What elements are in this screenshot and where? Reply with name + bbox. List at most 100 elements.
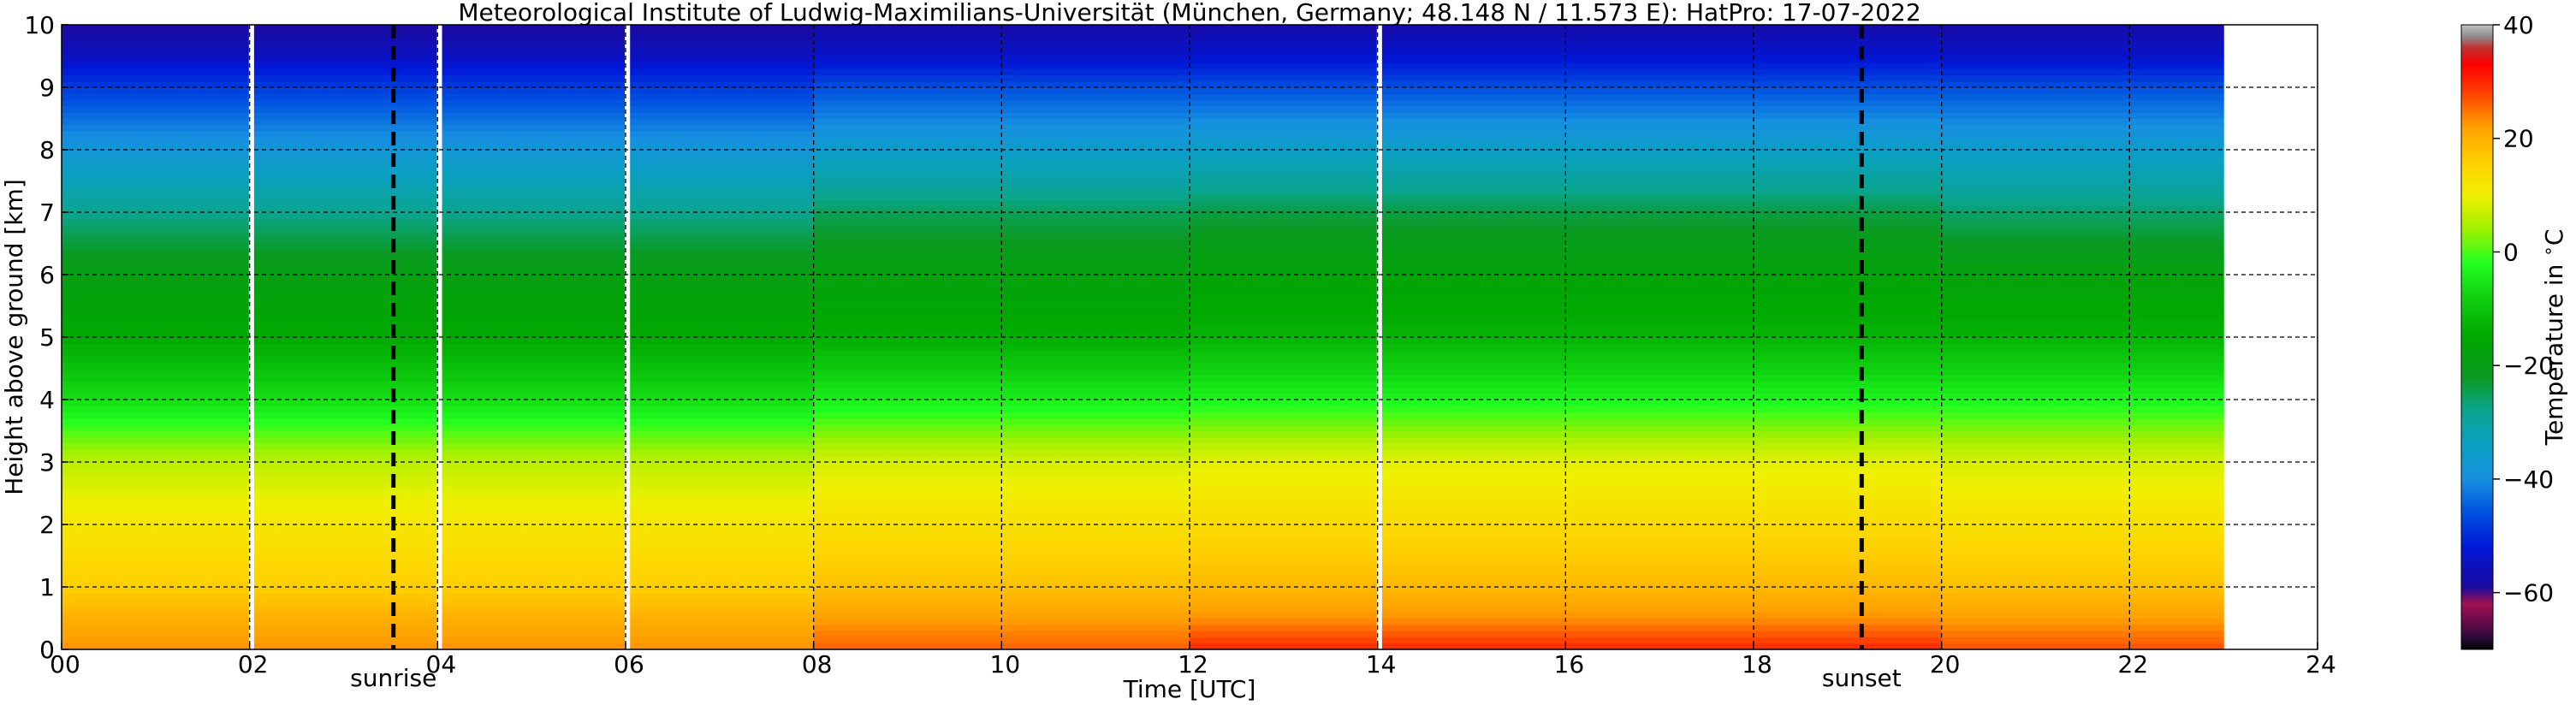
heatmap-cell <box>1190 118 1943 126</box>
heatmap-cell <box>1941 643 2224 650</box>
heatmap-cell <box>813 318 1190 325</box>
heatmap-cell <box>1190 175 1943 182</box>
y-tick-label: 7 <box>39 198 55 227</box>
heatmap-cell <box>1190 150 1943 157</box>
heatmap-cell <box>1941 43 2224 50</box>
heatmap-cell <box>1190 311 1943 319</box>
heatmap-cell <box>813 549 1190 557</box>
heatmap-cell <box>1190 181 1943 188</box>
heatmap-cell <box>1941 318 2224 325</box>
sunrise-label: sunrise <box>350 664 436 692</box>
heatmap-cell <box>1941 74 2224 82</box>
heatmap-cell <box>1190 212 1943 219</box>
heatmap-cell <box>813 205 1190 213</box>
x-tick-label: 04 <box>426 650 457 678</box>
heatmap-cell <box>1941 50 2224 57</box>
heatmap-cell <box>1190 305 1943 313</box>
heatmap-cell <box>1941 599 2224 607</box>
x-tick-label: 08 <box>802 650 833 678</box>
heatmap-cell <box>1941 99 2224 107</box>
heatmap-cell <box>1190 243 1943 251</box>
heatmap-cell <box>813 381 1190 388</box>
y-tick-label: 8 <box>39 136 55 164</box>
colorbar-ticks: −60 −40 −20 0 20 40 <box>2493 11 2554 607</box>
heatmap-cell <box>1190 506 1943 512</box>
heatmap-cell <box>1941 631 2224 637</box>
heatmap-cell <box>1190 480 1943 488</box>
heatmap-cell <box>813 50 1190 57</box>
heatmap-cell <box>1941 293 2224 300</box>
heatmap-cell <box>1941 156 2224 163</box>
heatmap-cell <box>1941 524 2224 531</box>
heatmap-cell <box>1190 249 1943 257</box>
colorbar-tick-label: −40 <box>2503 465 2554 494</box>
heatmap-cell <box>813 181 1190 188</box>
x-axis-label: Time [UTC] <box>1123 675 1256 703</box>
heatmap-cell <box>1941 561 2224 569</box>
heatmap-cell <box>1190 549 1943 557</box>
heatmap-cell <box>1941 493 2224 501</box>
heatmap-cell <box>1190 449 1943 457</box>
heatmap-cell <box>1190 80 1943 88</box>
heatmap-cell <box>1190 512 1943 519</box>
heatmap-cell <box>1941 480 2224 488</box>
heatmap-cell <box>1941 175 2224 182</box>
heatmap-cell <box>1190 50 1943 57</box>
heatmap-cell <box>1190 381 1943 388</box>
heatmap-cell <box>813 343 1190 351</box>
heatmap-cell <box>813 143 1190 151</box>
heatmap-cell <box>1941 387 2224 394</box>
heatmap-cell <box>1941 512 2224 519</box>
y-tick-label: 2 <box>39 511 55 539</box>
heatmap-cell <box>1941 68 2224 75</box>
heatmap-cell <box>813 612 1190 619</box>
heatmap-cell <box>1941 230 2224 238</box>
heatmap-cell <box>813 349 1190 357</box>
heatmap-cell <box>813 449 1190 457</box>
heatmap-cell <box>813 542 1190 550</box>
heatmap-cell <box>1190 318 1943 325</box>
heatmap-cell <box>1941 218 2224 226</box>
heatmap-cell <box>813 218 1190 226</box>
heatmap-cell <box>1941 62 2224 69</box>
heatmap-cell <box>1941 518 2224 525</box>
x-tick-label: 20 <box>1930 650 1961 678</box>
heatmap-cell <box>1941 181 2224 188</box>
heatmap-cell <box>813 443 1190 450</box>
heatmap-cell <box>813 305 1190 313</box>
heatmap-cell <box>1190 374 1943 382</box>
heatmap-cell <box>1190 105 1943 113</box>
heatmap-cell <box>1941 612 2224 619</box>
heatmap-cell <box>813 249 1190 257</box>
heatmap-cell <box>1941 275 2224 281</box>
heatmap-cell <box>1941 37 2224 44</box>
colorbar-tick-label: 0 <box>2503 238 2519 266</box>
y-tick-label: 10 <box>24 11 55 39</box>
heatmap-cell <box>1190 112 1943 120</box>
heatmap-cell <box>813 412 1190 419</box>
heatmap-cell <box>1941 268 2224 275</box>
heatmap-cell <box>813 275 1190 281</box>
heatmap-cell <box>1941 343 2224 351</box>
heatmap-cell <box>1190 436 1943 444</box>
x-axis-ticks: 00 02 04 06 08 10 12 14 16 18 20 22 24 <box>50 643 2336 678</box>
heatmap-cell <box>813 337 1190 344</box>
heatmap-cell <box>1190 205 1943 213</box>
y-tick-label: 6 <box>39 261 55 289</box>
heatmap-cell <box>1941 112 2224 120</box>
x-tick-label: 06 <box>614 650 644 678</box>
x-tick-label: 22 <box>2118 650 2149 678</box>
heatmap-cell <box>1941 199 2224 207</box>
heatmap-cell <box>1941 349 2224 357</box>
data-gap <box>248 25 254 649</box>
y-tick-label: 3 <box>39 448 55 477</box>
heatmap-cell <box>1941 587 2224 594</box>
x-tick-label: 24 <box>2306 650 2336 678</box>
heatmap-cell <box>1941 330 2224 338</box>
heatmap-cell <box>813 74 1190 82</box>
heatmap-cell <box>813 406 1190 413</box>
heatmap-cell <box>1941 305 2224 313</box>
heatmap-cell <box>813 80 1190 88</box>
heatmap-cell <box>1941 193 2224 200</box>
